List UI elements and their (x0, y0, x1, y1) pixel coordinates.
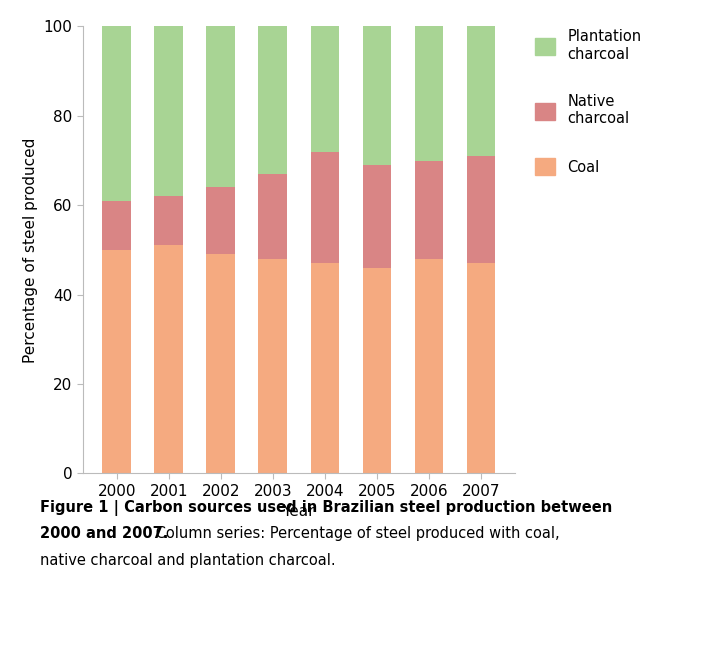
Y-axis label: Percentage of steel produced: Percentage of steel produced (23, 137, 38, 363)
Bar (258, 26, 287, 174)
Bar (310, 26, 339, 152)
Text: 2000 and 2007.: 2000 and 2007. (40, 526, 168, 542)
Bar (363, 26, 391, 165)
Bar (207, 187, 235, 254)
Bar (415, 259, 443, 473)
Text: native charcoal and plantation charcoal.: native charcoal and plantation charcoal. (40, 553, 336, 568)
Bar (102, 201, 131, 250)
Bar (207, 254, 235, 473)
Bar (155, 26, 183, 196)
Bar (467, 26, 495, 156)
Legend: Plantation
charcoal, Native
charcoal, Coal: Plantation charcoal, Native charcoal, Co… (535, 29, 642, 175)
Bar (415, 26, 443, 160)
Bar (363, 267, 391, 473)
Bar (258, 174, 287, 259)
Bar (415, 160, 443, 259)
Bar (102, 250, 131, 473)
Bar (258, 259, 287, 473)
Bar (467, 156, 495, 263)
Bar (102, 26, 131, 201)
Bar (467, 263, 495, 473)
Bar (155, 246, 183, 473)
Text: Figure 1 | Carbon sources used in Brazilian steel production between: Figure 1 | Carbon sources used in Brazil… (40, 500, 612, 516)
Bar (310, 152, 339, 263)
Text: Column series: Percentage of steel produced with coal,: Column series: Percentage of steel produ… (151, 526, 560, 542)
Bar (363, 165, 391, 267)
X-axis label: Year: Year (282, 504, 315, 519)
Bar (207, 26, 235, 187)
Bar (155, 196, 183, 246)
Bar (310, 263, 339, 473)
